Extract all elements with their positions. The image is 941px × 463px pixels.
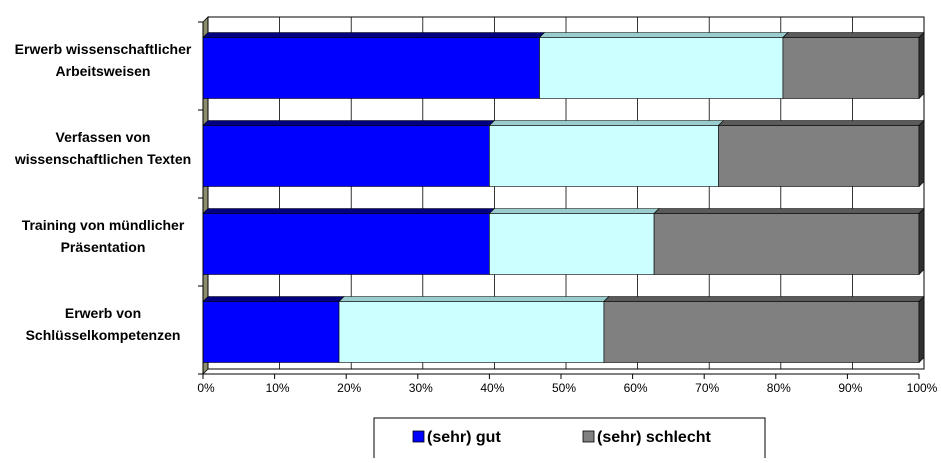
bar-top-0-0	[202, 32, 546, 38]
category-label-line: Erwerb wissenschaftlicher	[15, 41, 192, 57]
bar-0-2	[782, 37, 920, 99]
bar-0-0	[202, 37, 540, 99]
bar-2-2	[653, 213, 920, 275]
x-tick-label: 80%	[767, 381, 791, 395]
x-tick-label: 20%	[337, 381, 361, 395]
bar-3-0	[202, 301, 340, 363]
bar-top-1-1	[488, 120, 725, 126]
bar-top-1-2	[717, 120, 925, 126]
x-tick-label: 100%	[907, 381, 938, 395]
bar-top-0-2	[782, 32, 925, 38]
category-label-line: Training von mündlicher	[22, 217, 185, 233]
bar-0-1	[539, 37, 784, 99]
bar-3-2	[603, 301, 920, 363]
x-tick-label: 30%	[409, 381, 433, 395]
category-label: Erwerb von Schlüsselkompetenzen	[26, 305, 181, 343]
bar-end-1	[918, 119, 925, 188]
legend-label-1: (sehr) schlecht	[597, 429, 711, 446]
bar-top-3-2	[603, 296, 925, 302]
category-label-line: Arbeitsweisen	[56, 63, 151, 79]
x-tick-label: 60%	[624, 381, 648, 395]
bar-end-3	[918, 295, 925, 364]
category-label-line: wissenschaftlichen Texten	[14, 151, 191, 167]
legend-swatch-1	[582, 430, 595, 443]
bar-3-1	[338, 301, 605, 363]
x-tick-label: 50%	[552, 381, 576, 395]
category-label: Erwerb wissenschaftlicher Arbeitsweisen	[15, 41, 192, 79]
bar-end-0	[918, 31, 925, 100]
legend-swatch-0	[412, 430, 425, 443]
x-tick-label: 70%	[695, 381, 719, 395]
bar-top-2-0	[202, 208, 496, 214]
category-label-line: Schlüsselkompetenzen	[26, 327, 181, 343]
bar-top-0-1	[538, 32, 789, 38]
category-label-line: Erwerb von	[65, 305, 141, 321]
legend-box	[373, 417, 766, 461]
category-label: Training von mündlicher Präsentation	[22, 217, 185, 255]
bar-1-1	[489, 125, 719, 187]
bar-1-0	[202, 125, 490, 187]
bar-2-1	[489, 213, 655, 275]
bar-end-2	[918, 207, 925, 276]
x-tick-label: 0%	[197, 381, 215, 395]
x-tick-label: 90%	[838, 381, 862, 395]
bar-1-2	[718, 125, 920, 187]
bar-2-0	[202, 213, 490, 275]
x-tick-label: 40%	[480, 381, 504, 395]
bar-top-3-0	[202, 296, 345, 302]
bar-top-3-1	[338, 296, 610, 302]
x-tick-label: 10%	[266, 381, 290, 395]
category-label-line: Verfassen von	[56, 129, 151, 145]
legend-label-0: (sehr) gut	[427, 429, 501, 446]
bar-top-2-2	[653, 208, 925, 214]
category-label: Verfassen von wissenschaftlichen Texten	[14, 129, 191, 167]
category-label-line: Präsentation	[61, 239, 146, 255]
bar-top-1-0	[202, 120, 496, 126]
bar-top-2-1	[488, 208, 660, 214]
